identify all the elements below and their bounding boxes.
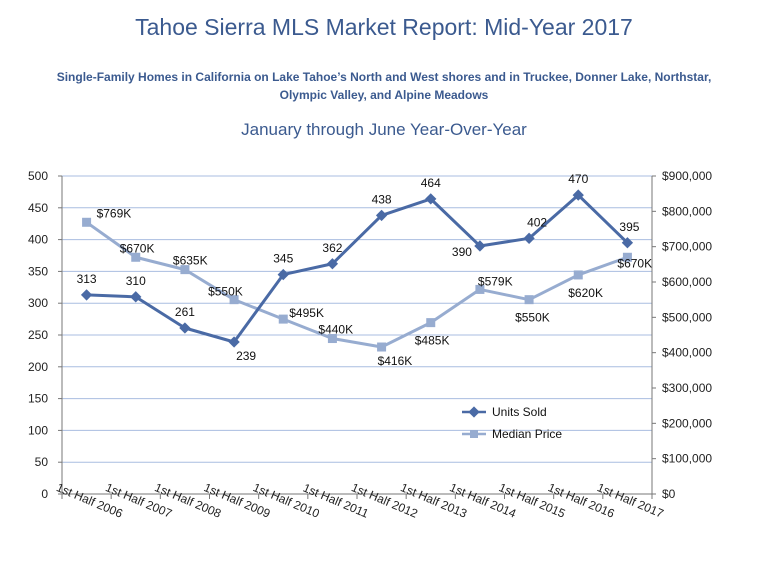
median-price-data-label: $550K (208, 285, 243, 299)
y-left-tick-label: 100 (28, 423, 48, 437)
y-right-tick-label: $400,000 (662, 346, 712, 360)
units-sold-marker (326, 258, 339, 270)
y-left-ticks: 0 50 100 150 200 250 300 350 400 450 500 (28, 169, 48, 501)
y-right-tick-label: $800,000 (662, 204, 712, 218)
y-right-tick-label: $300,000 (662, 381, 712, 395)
units-sold-marker (523, 232, 535, 244)
median-price-marker (524, 295, 534, 305)
median-price-marker (426, 318, 436, 328)
legend: Units Sold Median Price (462, 405, 562, 441)
y-left-tick-label: 0 (41, 487, 48, 501)
units-sold-marker (425, 193, 437, 205)
units-sold-data-label: 464 (421, 176, 441, 190)
units-sold-marker (474, 240, 486, 252)
median-price-line (85, 221, 628, 349)
units-sold-series (80, 189, 634, 348)
units-sold-marker (375, 209, 388, 222)
y-left-tick-label: 500 (28, 169, 48, 183)
median-price-marker (229, 295, 239, 305)
y-right-tick-label: $500,000 (662, 310, 712, 324)
median-price-series (82, 217, 632, 352)
median-price-data-label: $635K (173, 254, 208, 268)
units-sold-data-label: 261 (175, 305, 195, 319)
y-left-tick-label: 400 (28, 233, 48, 247)
units-sold-data-label: 362 (322, 241, 342, 255)
units-sold-marker (277, 268, 289, 281)
chart-period: January through June Year-Over-Year (241, 120, 527, 139)
units-sold-line (86, 193, 629, 344)
median-price-data-label: $416K (378, 354, 413, 368)
y-right-ticks: $0 $100,000 $200,000 $300,000 $400,000 $500,0… (662, 169, 712, 501)
median-price-data-label: $769K (97, 206, 132, 220)
units-sold-marker (179, 322, 191, 334)
median-price-data-label: $440K (318, 323, 353, 337)
y-left-tick-label: 350 (28, 264, 48, 278)
y-left-tick-label: 250 (28, 328, 48, 342)
y-right-tick-label: $900,000 (662, 169, 712, 183)
y-right-tick-label: $0 (662, 487, 676, 501)
legend-units-marker (468, 406, 480, 418)
axes (58, 175, 656, 499)
median-price-marker (82, 217, 92, 227)
units-sold-marker (228, 336, 240, 348)
y-left-tick-label: 450 (28, 201, 48, 215)
median-price-data-label: $620K (568, 286, 603, 300)
y-left-tick-label: 150 (28, 392, 48, 406)
units-sold-data-label: 395 (619, 220, 639, 234)
median-price-marker (622, 252, 632, 262)
units-sold-marker (130, 291, 142, 303)
median-price-data-label: $550K (515, 311, 550, 325)
gridlines (62, 175, 652, 463)
median-price-marker (377, 342, 387, 352)
y-right-tick-label: $600,000 (662, 275, 712, 289)
units-sold-marker (621, 237, 634, 249)
median-price-marker (180, 265, 190, 275)
units-sold-data-label: 310 (126, 274, 146, 288)
y-left-tick-label: 50 (35, 455, 49, 469)
y-right-tick-label: $200,000 (662, 416, 712, 430)
legend-price-marker (470, 430, 478, 438)
y-left-tick-label: 300 (28, 296, 48, 310)
units-sold-data-label: 239 (236, 349, 256, 363)
units-sold-data-label: 470 (568, 172, 588, 186)
units-sold-data-label: 438 (372, 192, 392, 206)
median-price-data-label: $670K (617, 256, 652, 270)
median-price-marker (278, 314, 288, 324)
y-right-tick-label: $700,000 (662, 240, 712, 254)
y-right-tick-label: $100,000 (662, 452, 712, 466)
median-price-marker (475, 284, 485, 294)
median-price-marker (573, 270, 583, 280)
units-sold-data-label: 390 (452, 245, 472, 259)
median-price-data-label: $485K (415, 334, 450, 348)
legend-price-label: Median Price (492, 427, 562, 441)
units-sold-marker (572, 189, 584, 201)
y-left-tick-label: 200 (28, 360, 48, 374)
chart-title: Tahoe Sierra MLS Market Report: Mid-Year… (135, 14, 633, 40)
units-sold-data-label: 345 (273, 252, 293, 266)
units-sold-data-label: 402 (527, 215, 547, 229)
median-price-data-label: $495K (289, 306, 324, 320)
data-labels: 313 310 261 239 345 362 438 464 390 402 470 395 $769… (77, 172, 653, 368)
legend-units-label: Units Sold (492, 405, 547, 419)
median-price-data-label: $579K (478, 274, 513, 288)
units-sold-marker (80, 289, 93, 301)
median-price-marker (327, 334, 337, 344)
units-sold-data-label: 313 (77, 272, 97, 286)
median-price-data-label: $670K (120, 241, 155, 255)
chart-subtitle: Single-Family Homes in California on Lak… (56, 70, 712, 102)
median-price-marker (131, 252, 141, 262)
